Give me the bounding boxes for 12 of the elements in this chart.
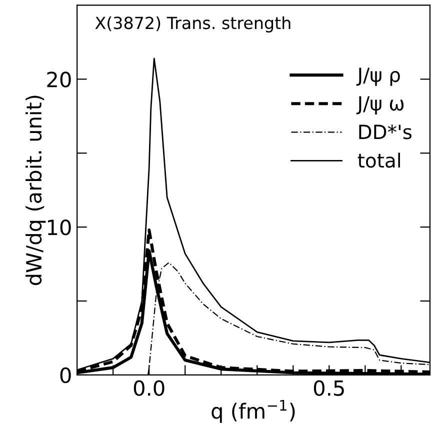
legend-label: DD*'s [359,124,412,140]
y-axis-title: dW/dq (arbit. unit) [26,96,46,286]
y-tick-label: 20 [47,72,71,88]
legend-label: J/ψ ω [356,96,404,114]
y-tick-label: 10 [48,220,71,236]
legend-label: J/ψ ρ [356,68,400,86]
legend-label: total [358,152,400,168]
x-axis-title: q (fm$^{−1}$) [212,400,295,423]
x-tick-label: 0.5 [314,380,344,396]
y-tick-label: 0 [60,367,71,384]
x-tick-label: 0.0 [134,380,164,396]
annotation: X(3872) Trans. strength [95,16,290,32]
